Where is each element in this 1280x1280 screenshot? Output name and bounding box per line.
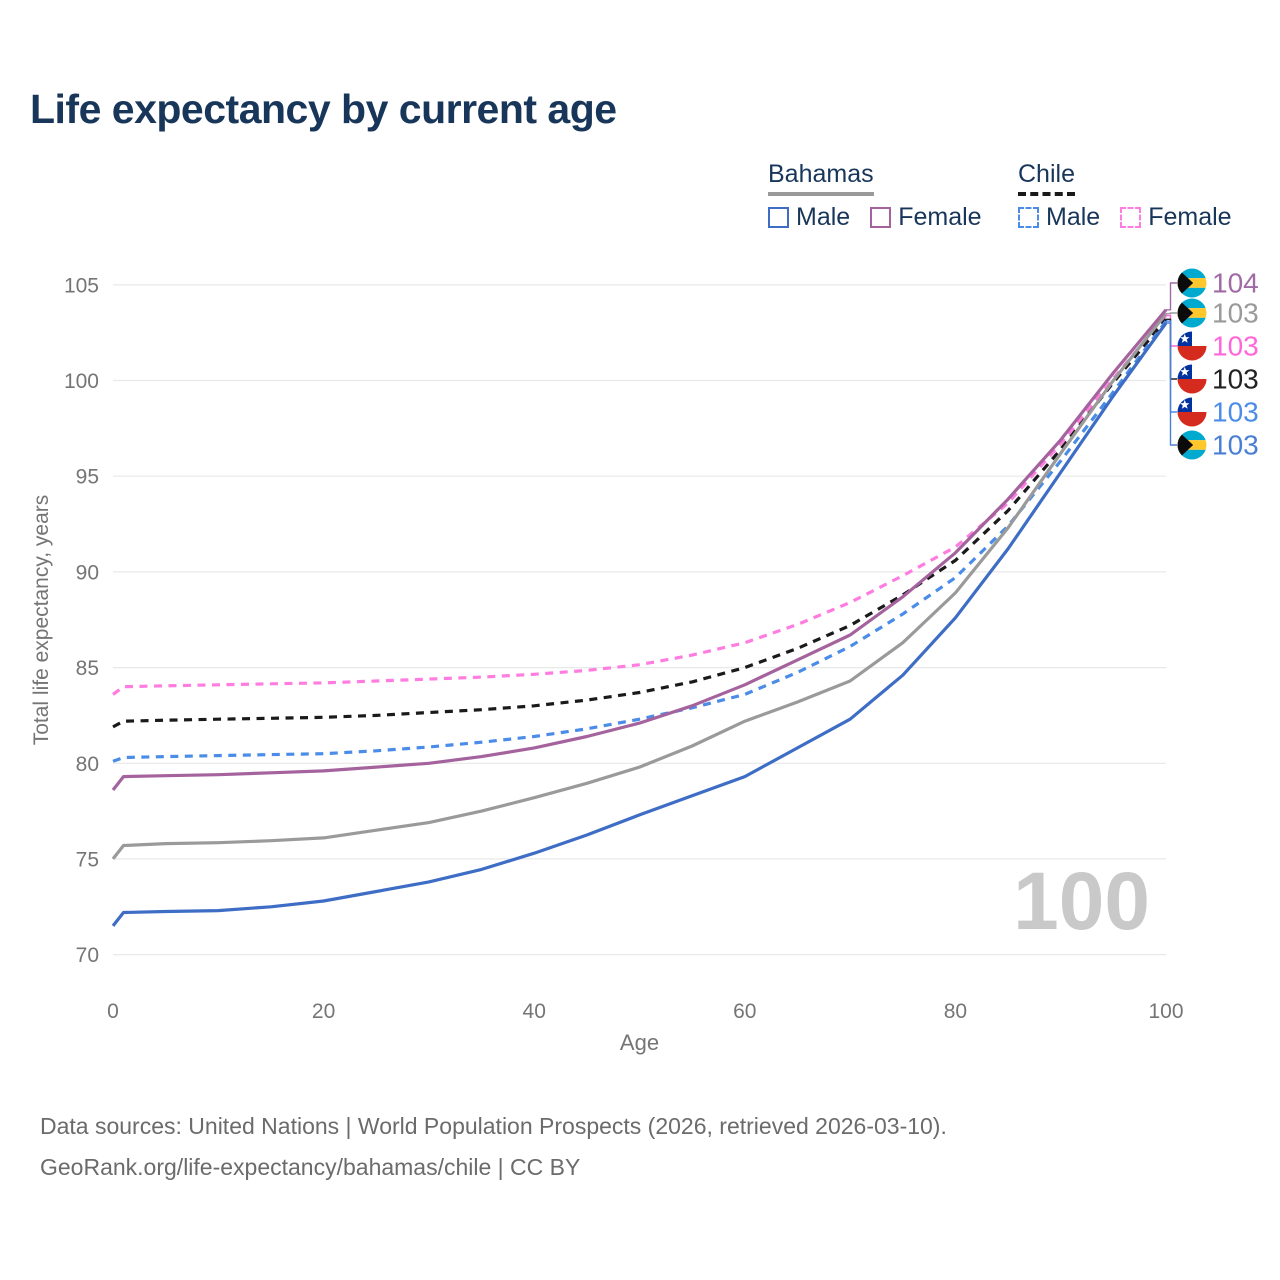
end-label-connector — [1166, 312, 1177, 315]
legend: Bahamas Male Female Chile Male — [0, 160, 1280, 250]
legend-item-bahamas-male[interactable]: Male — [768, 203, 850, 232]
chile-flag-icon — [1177, 331, 1207, 361]
legend-item-label: Female — [898, 203, 982, 231]
legend-group-chile: Chile Male Female — [1018, 160, 1232, 232]
end-value-label-chile-female: 103 — [1212, 331, 1259, 362]
legend-item-label: Female — [1148, 203, 1232, 231]
series-line-chile-female[interactable] — [112, 314, 1168, 696]
legend-item-bahamas-female[interactable]: Female — [870, 203, 982, 232]
bahamas-flag-icon — [1177, 298, 1207, 328]
y-tick-label: 80 — [76, 753, 99, 776]
end-label-connector — [1166, 314, 1177, 347]
chile-flag-icon — [1177, 397, 1207, 427]
end-value-label-bahamas-female: 104 — [1212, 268, 1259, 299]
page-title: Life expectancy by current age — [30, 86, 617, 132]
series-line-bahamas-male[interactable] — [111, 322, 1168, 927]
x-tick-label: 100 — [1148, 1000, 1183, 1023]
footer: Data sources: United Nations | World Pop… — [40, 1106, 947, 1188]
legend-item-chile-female[interactable]: Female — [1120, 203, 1232, 232]
y-tick-label: 95 — [76, 466, 99, 489]
end-label-connector — [1166, 282, 1177, 311]
series-line-bahamas-both-sexes[interactable] — [111, 312, 1168, 860]
legend-group-bahamas: Bahamas Male Female — [768, 160, 982, 232]
end-value-label-chile-both-sexes: 103 — [1212, 364, 1259, 395]
data-sources-text: Data sources: United Nations | World Pop… — [40, 1113, 947, 1139]
y-tick-label: 105 — [64, 274, 99, 297]
solid-line-swatch-icon — [870, 207, 892, 228]
end-value-label-chile-male: 103 — [1212, 397, 1259, 428]
end-value-label-bahamas-male: 103 — [1212, 430, 1259, 461]
legend-item-label: Male — [796, 203, 851, 231]
series-line-chile-male[interactable] — [112, 320, 1168, 763]
legend-items-bahamas: Male Female — [768, 203, 982, 232]
end-label-connector — [1166, 318, 1177, 380]
x-tick-label: 40 — [523, 1000, 546, 1023]
bahamas-flag-icon — [1177, 268, 1207, 298]
current-age-watermark: 100 — [1013, 856, 1150, 947]
bahamas-flag-icon — [1177, 430, 1207, 460]
end-label-connector — [1166, 320, 1177, 413]
legend-items-chile: Male Female — [1018, 203, 1232, 232]
y-tick-label: 100 — [64, 370, 99, 393]
end-label-connector — [1166, 322, 1177, 446]
x-tick-label: 60 — [733, 1000, 756, 1023]
legend-item-chile-male[interactable]: Male — [1018, 203, 1100, 232]
solid-line-swatch-icon — [768, 207, 789, 228]
y-tick-label: 75 — [76, 848, 99, 871]
dashed-line-swatch-icon — [1018, 207, 1039, 228]
y-tick-label: 90 — [76, 561, 99, 584]
y-tick-label: 85 — [76, 657, 99, 680]
end-value-label-bahamas-both-sexes: 103 — [1212, 298, 1259, 329]
x-axis-title: Age — [620, 1030, 659, 1055]
y-axis-title: Total life expectancy, years — [30, 495, 53, 746]
x-tick-label: 0 — [107, 1000, 119, 1023]
dashed-line-swatch-icon — [1120, 207, 1142, 228]
y-tick-label: 70 — [76, 944, 99, 967]
series-line-chile-both-sexes[interactable] — [112, 318, 1168, 729]
legend-group-title-chile: Chile — [1018, 160, 1075, 196]
attribution-text: GeoRank.org/life-expectancy/bahamas/chil… — [40, 1154, 581, 1180]
x-tick-label: 20 — [312, 1000, 335, 1023]
legend-item-label: Male — [1046, 203, 1101, 231]
chile-flag-icon — [1177, 364, 1207, 394]
series-line-bahamas-female[interactable] — [111, 308, 1168, 791]
x-tick-label: 80 — [944, 1000, 967, 1023]
legend-group-title-bahamas: Bahamas — [768, 160, 874, 196]
